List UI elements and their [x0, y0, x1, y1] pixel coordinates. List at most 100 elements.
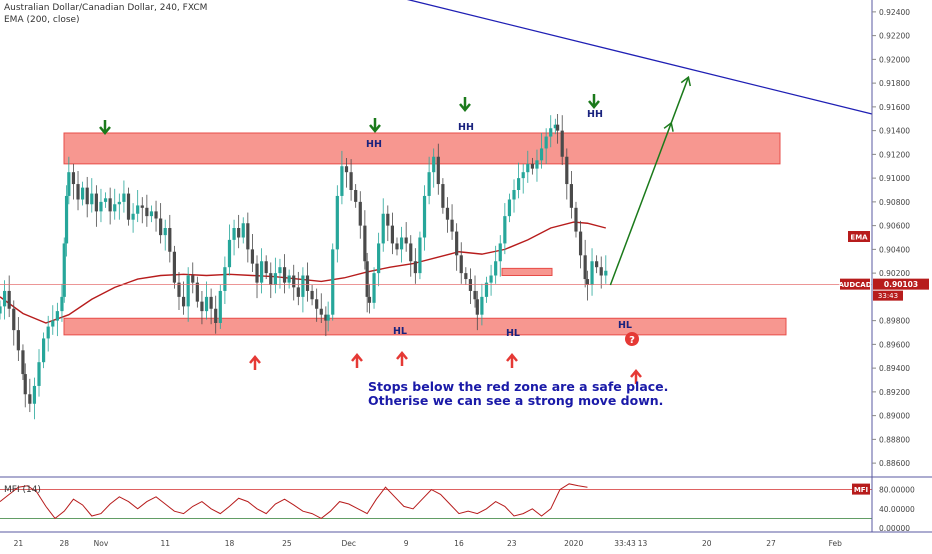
candle-body	[324, 314, 328, 321]
candle	[287, 269, 291, 289]
candle	[16, 317, 20, 361]
projection-arrow-line[interactable]	[609, 76, 690, 286]
candle-body	[154, 211, 158, 219]
candle-body	[62, 243, 66, 297]
candle	[181, 281, 186, 315]
candle-body	[113, 204, 117, 212]
candle-body	[177, 282, 181, 297]
candle	[126, 187, 131, 226]
candle-body	[16, 330, 20, 351]
candle	[475, 290, 479, 331]
annotation-text: Stops below the red zone are a safe plac…	[368, 380, 668, 408]
candle-body	[526, 163, 530, 173]
time-tick-label: 21	[14, 539, 24, 548]
candle	[108, 187, 112, 225]
candle-body	[413, 261, 417, 274]
candle	[553, 118, 557, 135]
candle	[42, 332, 46, 369]
candle-body	[539, 148, 544, 161]
candle	[599, 256, 603, 289]
candle	[149, 205, 154, 223]
candle	[526, 150, 530, 183]
candle	[498, 235, 502, 277]
candle-body	[377, 243, 381, 274]
candle	[560, 115, 564, 166]
descending-trendline[interactable]	[386, 0, 873, 115]
time-tick-label: Feb	[829, 539, 843, 548]
candle	[365, 252, 369, 313]
time-tick-label: 2020	[564, 539, 583, 548]
candle	[23, 363, 27, 408]
green-arrow-head	[99, 126, 111, 135]
resistance-zone	[63, 132, 781, 165]
mfi-badge: MFI	[852, 483, 870, 495]
candle-body	[94, 193, 98, 212]
candle	[473, 275, 477, 308]
candle	[574, 201, 578, 238]
candle-body	[354, 190, 358, 202]
pivot-label: HL	[393, 326, 407, 337]
red-up-arrow-icon	[506, 353, 518, 368]
candle-body	[209, 296, 213, 309]
candle-body	[55, 311, 59, 321]
pivot-label: HH	[458, 122, 474, 133]
candle	[99, 188, 103, 223]
price-value-label: 0.90103	[884, 280, 918, 289]
candle	[544, 128, 548, 164]
candle-body	[7, 290, 11, 309]
candle-body	[585, 279, 590, 285]
candle-body	[195, 282, 199, 302]
price-tick-label: 0.91600	[879, 103, 910, 112]
candle-body	[331, 249, 335, 315]
candle	[154, 200, 158, 232]
time-tick-label: 28	[59, 539, 69, 548]
candle-body	[315, 299, 319, 309]
candle-body	[599, 267, 603, 276]
candle-body	[232, 228, 236, 240]
candle-body	[60, 296, 64, 312]
candle-body	[28, 394, 32, 404]
candle	[344, 157, 349, 188]
candle-body	[163, 228, 167, 236]
candle	[583, 239, 587, 288]
candle-body	[42, 338, 46, 363]
candle-body	[246, 223, 250, 250]
candle-body	[386, 213, 390, 226]
red-up-arrow-icon	[249, 355, 261, 370]
candle-body	[422, 195, 427, 238]
candle	[278, 258, 282, 289]
candle	[163, 219, 167, 251]
price-tick-label: 0.89400	[879, 364, 910, 373]
candle	[480, 283, 484, 326]
candle-body	[269, 273, 273, 285]
candle-body	[604, 270, 608, 276]
time-tick-label: 27	[766, 539, 776, 548]
candle	[377, 232, 381, 287]
candle	[60, 283, 64, 322]
candle-body	[367, 296, 372, 303]
candle-body	[255, 263, 259, 283]
candle	[2, 280, 7, 320]
candle	[310, 285, 314, 306]
green-down-arrow-icon	[99, 120, 111, 135]
candle	[12, 300, 16, 346]
price-tick-label: 0.89600	[879, 340, 910, 349]
candle-body	[409, 243, 413, 262]
candle-body	[484, 282, 489, 297]
red-up-arrow-icon	[630, 369, 642, 384]
price-tick-label: 0.90400	[879, 245, 910, 254]
candle	[441, 178, 445, 214]
candle	[315, 288, 319, 322]
candle	[331, 243, 335, 321]
mfi-legend: MFI (14)	[4, 485, 41, 495]
candle	[354, 184, 358, 208]
pivot-label: HH	[366, 139, 382, 150]
candle-body	[223, 267, 227, 291]
ema-badge-bg	[848, 231, 870, 242]
pivot-label: HL	[618, 320, 632, 331]
candle	[349, 159, 353, 201]
candle	[590, 248, 594, 296]
candle-body	[521, 172, 525, 179]
red-arrow-head	[630, 369, 642, 378]
